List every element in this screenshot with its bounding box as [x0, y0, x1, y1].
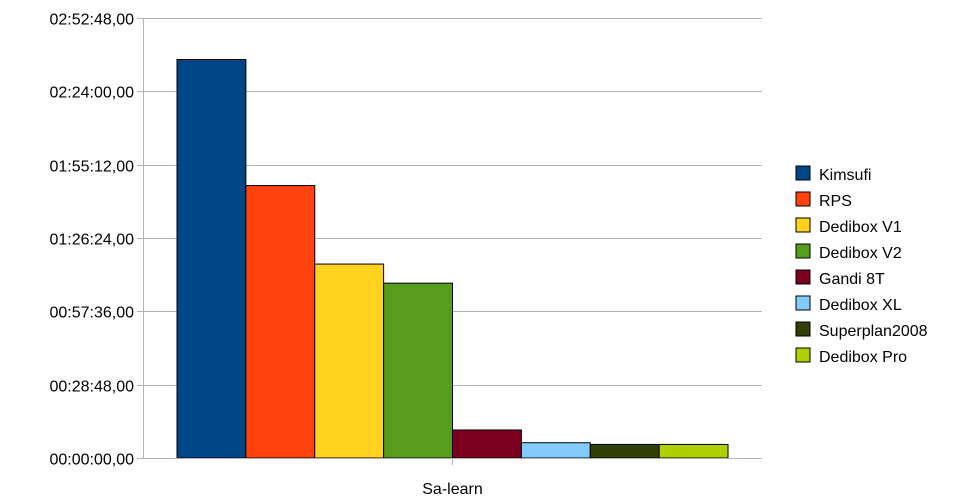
bar-kimsufi [176, 59, 247, 459]
legend-swatch [795, 295, 811, 311]
legend-label: Dedibox XL [819, 297, 902, 314]
bars [176, 59, 729, 459]
y-tick-label: 01:55:12,00 [49, 159, 134, 176]
y-tick-label: 01:26:24,00 [49, 232, 134, 249]
legend-swatch [795, 269, 811, 285]
legend-label: Gandi 8T [819, 271, 885, 288]
legend-swatch [795, 217, 811, 233]
legend-label: Dedibox V2 [819, 245, 902, 262]
y-tick-label: 00:00:00,00 [49, 452, 134, 469]
legend-label: Superplan2008 [819, 323, 928, 340]
bar-dedibox-xl [520, 442, 591, 459]
legend-label: Kimsufi [819, 167, 871, 184]
bar-dedibox-v1 [314, 263, 385, 459]
bar-dedibox-pro [658, 443, 729, 459]
legend: Kimsufi RPS Dedibox V1 Dedibox V2 Gandi 8T De… [795, 165, 928, 366]
legend-label: RPS [819, 193, 852, 210]
bar-superplan2008 [589, 443, 660, 459]
y-tick-label: 02:52:48,00 [49, 12, 134, 29]
legend-swatch [795, 347, 811, 363]
bar-gandi-8t [452, 429, 522, 459]
y-tick-label: 00:57:36,00 [49, 305, 134, 322]
y-tick-label: 00:28:48,00 [49, 379, 134, 396]
legend-swatch [795, 243, 811, 259]
x-axis-categories: Sa-learn [422, 458, 483, 498]
legend-swatch [795, 191, 811, 207]
bar-dedibox-v2 [383, 282, 454, 459]
x-category-label: Sa-learn [422, 481, 482, 498]
bar-rps [245, 185, 316, 459]
legend-swatch [795, 165, 811, 181]
legend-label: Dedibox V1 [819, 219, 902, 236]
legend-swatch [795, 321, 811, 337]
y-tick-label: 02:24:00,00 [49, 85, 134, 102]
legend-label: Dedibox Pro [819, 349, 907, 366]
y-axis-ticks: 00:00:00,00 00:28:48,00 00:57:36,00 01:26:2… [49, 12, 143, 469]
